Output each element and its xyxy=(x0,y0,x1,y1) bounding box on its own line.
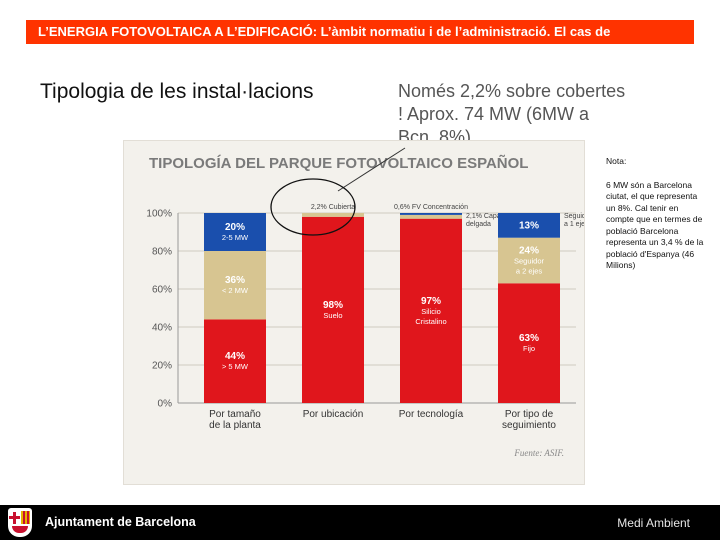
bar-segment xyxy=(302,213,364,217)
category-label: Por tipo de xyxy=(505,409,554,420)
segment-label: < 2 MW xyxy=(222,286,249,295)
footer-organization: Ajuntament de Barcelona xyxy=(45,515,196,529)
footer-department: Medi Ambient xyxy=(617,516,690,530)
bar-segment xyxy=(204,251,266,320)
segment-label: > 5 MW xyxy=(222,362,249,371)
chart-panel: TIPOLOGÍA DEL PARQUE FOTOVOLTAICO ESPAÑO… xyxy=(123,140,585,485)
y-tick-label: 40% xyxy=(152,323,172,334)
bar-top-label: 0,6% FV Concentración xyxy=(394,204,468,211)
segment-label: 24% xyxy=(519,246,539,257)
bar-segment xyxy=(498,213,560,238)
bar-segment xyxy=(400,218,462,403)
y-tick-label: 100% xyxy=(146,209,172,220)
key-note-line: ! Aprox. 74 MW (6MW a xyxy=(398,104,590,124)
segment-label: 63% xyxy=(519,333,539,344)
bar-side-label: 2,1% Capa xyxy=(466,213,501,220)
category-label: Por ubicación xyxy=(303,409,364,420)
segment-label: 36% xyxy=(225,275,245,286)
segment-label: 97% xyxy=(421,296,441,307)
footer-bar: Ajuntament de Barcelona Medi Ambient xyxy=(0,505,720,540)
bar-segment xyxy=(204,319,266,403)
header-bar: L’ENERGIA FOTOVOLTAICA A L’EDIFICACIÓ: L… xyxy=(26,20,694,44)
y-tick-label: 0% xyxy=(158,399,173,410)
segment-label: Fijo xyxy=(523,344,535,353)
side-note-label: Nota: xyxy=(606,156,627,166)
barcelona-crest-icon xyxy=(8,508,32,537)
segment-label: 2-5 MW xyxy=(222,233,249,242)
bar-segment xyxy=(498,283,560,403)
bar-top-label: 2,2% Cubierta xyxy=(311,204,355,211)
bar-segment xyxy=(204,213,266,251)
bar-side-label: a 1 eje xyxy=(564,221,585,228)
chart-source: Fuente: ASIF. xyxy=(514,448,564,458)
bar-segment xyxy=(498,237,560,284)
segment-label: 44% xyxy=(225,351,245,362)
category-label: de la planta xyxy=(209,420,261,431)
side-note-text: 6 MW són a Barcelona ciutat, el que repr… xyxy=(606,179,704,271)
category-label: Por tecnología xyxy=(399,409,464,420)
side-note: Nota: 6 MW són a Barcelona ciutat, el qu… xyxy=(606,156,704,272)
category-label: seguimiento xyxy=(502,420,556,431)
bar-side-label: Seguidor xyxy=(564,213,585,220)
y-tick-label: 60% xyxy=(152,285,172,296)
key-note: Només 2,2% sobre cobertes ! Aprox. 74 MW… xyxy=(398,80,688,149)
key-note-line: Només 2,2% sobre cobertes xyxy=(398,81,626,101)
segment-label: a 2 ejes xyxy=(516,267,543,276)
segment-label: Seguidor xyxy=(514,257,545,266)
segment-label: 98% xyxy=(323,300,343,311)
category-label: Por tamaño xyxy=(209,409,261,420)
segment-label: 20% xyxy=(225,222,245,233)
bar-segment xyxy=(400,214,462,219)
segment-label: Suelo xyxy=(323,311,342,320)
bar-side-label: delgada xyxy=(466,221,491,228)
segment-label: 13% xyxy=(519,220,539,231)
segment-label: Cristalino xyxy=(415,317,446,326)
slide-title: Tipologia de les instal·lacions xyxy=(40,80,314,103)
bar-segment xyxy=(302,216,364,403)
segment-label: Silicio xyxy=(421,307,441,316)
y-tick-label: 80% xyxy=(152,247,172,258)
y-tick-label: 20% xyxy=(152,361,172,372)
bar-segment xyxy=(400,213,462,215)
